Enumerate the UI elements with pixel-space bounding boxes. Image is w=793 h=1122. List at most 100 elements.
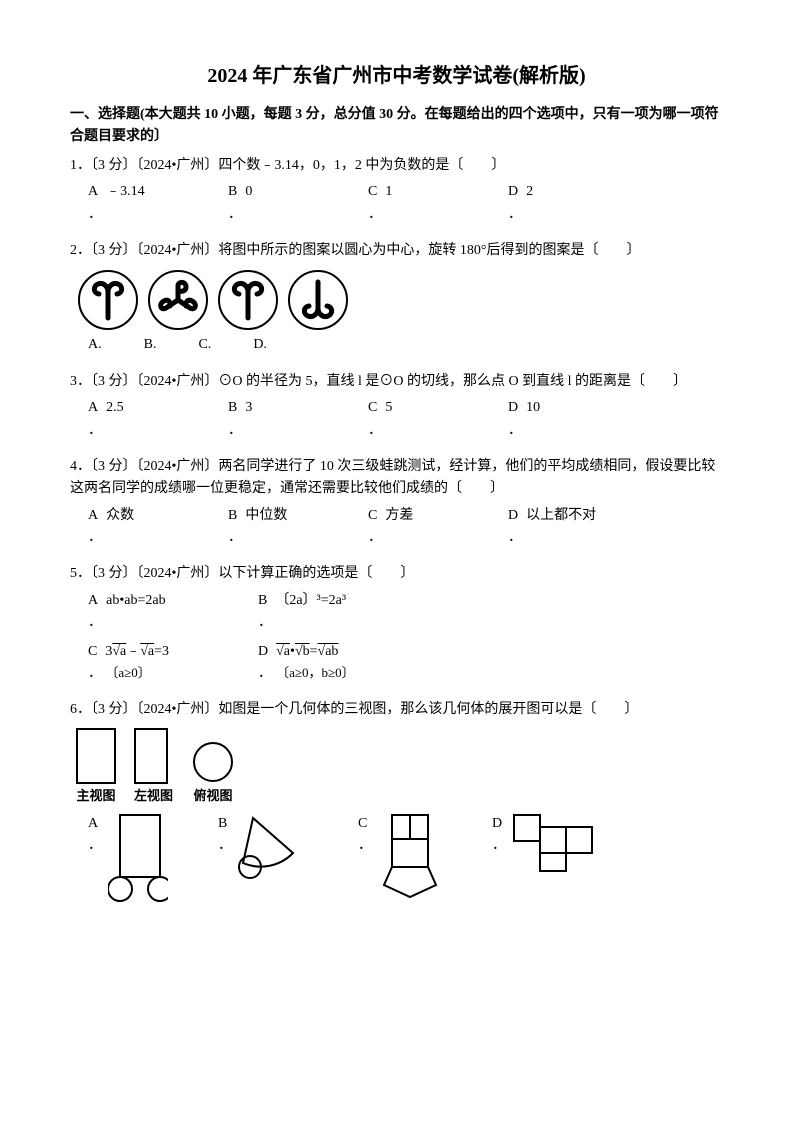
q5-b-value: 〔2a〕³=2a³ <box>275 590 346 612</box>
q4-c-value: 方差 <box>385 505 413 527</box>
opt-letter: A <box>88 590 98 612</box>
q4-opt-b: B． 中位数 <box>228 505 328 550</box>
q3-opt-a: A． 2.5 <box>88 397 188 442</box>
q6-views: 主视图 左视图 俯视图 <box>76 728 723 807</box>
q6-opt-b: B． <box>218 813 308 883</box>
q4-a-value: 众数 <box>106 505 134 527</box>
q2-labels: A. B. C. D. <box>88 334 723 356</box>
net-d-icon <box>512 813 602 873</box>
q1-d-value: 2 <box>526 181 533 203</box>
opt-letter: D <box>492 813 506 835</box>
opt-letter: D <box>508 181 518 203</box>
q6-opt-c: C． <box>358 813 442 903</box>
q3-b-value: 3 <box>245 397 252 419</box>
opt-letter: A <box>88 397 98 419</box>
opt-letter: A <box>88 181 98 203</box>
aries-up-icon <box>226 278 270 322</box>
opt-letter: C <box>358 813 372 835</box>
opt-dot: ． <box>508 204 526 226</box>
q3-options: A． 2.5 B． 3 C． 5 D． 10 <box>88 397 723 442</box>
page-title: 2024 年广东省广州市中考数学试卷(解析版) <box>70 60 723 92</box>
opt-letter: C <box>368 181 377 203</box>
q5-c-value: 3√a﹣√a=3 <box>105 644 169 659</box>
opt-letter: C <box>368 505 377 527</box>
q1-b-value: 0 <box>245 181 252 203</box>
q5-options-row1: A． ab•ab=2ab B． 〔2a〕³=2a³ <box>88 590 723 635</box>
opt-letter: A <box>88 813 102 835</box>
q1-c-value: 1 <box>385 181 392 203</box>
q6-opt-d: D． <box>492 813 602 873</box>
aries-down-icon <box>296 278 340 322</box>
opt-letter: B <box>228 397 237 419</box>
q3-a-value: 2.5 <box>106 397 124 419</box>
opt-dot: ． <box>258 612 275 634</box>
question-3: 3．〔3 分〕〔2024•广州〕⊙O 的半径为 5，直线 l 是⊙O 的切线，那… <box>70 371 723 442</box>
opt-letter: B <box>228 181 237 203</box>
q5-opt-a: A． ab•ab=2ab <box>88 590 218 635</box>
opt-letter: B <box>258 590 267 612</box>
opt-dot: ． <box>368 527 385 549</box>
opt-dot: ． <box>88 663 105 685</box>
q4-options: A． 众数 B． 中位数 C． 方差 D． 以上都不对 <box>88 505 723 550</box>
q5-d-value: √a•√b=√ab <box>276 644 338 659</box>
q6-options: A． B． C． D． <box>88 813 723 903</box>
opt-dot: ． <box>368 204 385 226</box>
opt-dot: ． <box>88 420 106 442</box>
q4-b-value: 中位数 <box>245 505 287 527</box>
net-c-icon <box>378 813 442 903</box>
q1-options: A ． ﹣3.14 B ． 0 C ． 1 D ． 2 <box>88 181 723 226</box>
q1-opt-b: B ． 0 <box>228 181 328 226</box>
q2-label-b: B. <box>144 334 157 356</box>
q1-opt-d: D ． 2 <box>508 181 608 226</box>
q2-label-d: D. <box>253 334 267 356</box>
q6-text: 6．〔3 分〕〔2024•广州〕如图是一个几何体的三视图，那么该几何体的展开图可… <box>70 699 723 721</box>
opt-dot: ． <box>228 204 245 226</box>
opt-letter: B <box>218 813 232 835</box>
question-2: 2．〔3 分〕〔2024•广州〕将图中所示的图案以圆心为中心，旋转 180°后得… <box>70 240 723 357</box>
front-view: 主视图 <box>76 728 116 807</box>
q5-c-note: 〔a≥0〕 <box>105 665 150 680</box>
question-6: 6．〔3 分〕〔2024•广州〕如图是一个几何体的三视图，那么该几何体的展开图可… <box>70 699 723 902</box>
opt-dot: ． <box>368 420 385 442</box>
q3-opt-d: D． 10 <box>508 397 608 442</box>
opt-letter: B <box>228 505 237 527</box>
opt-dot: ． <box>492 835 506 857</box>
opt-dot: ． <box>228 527 245 549</box>
q2-fig-d <box>288 270 348 330</box>
net-a-icon <box>108 813 168 903</box>
q6-opt-a: A． <box>88 813 168 903</box>
opt-dot: ． <box>88 612 106 634</box>
q5-opt-d: D． √a•√b=√ab 〔a≥0，b≥0〕 <box>258 641 358 686</box>
q2-fig-b <box>148 270 208 330</box>
q3-opt-c: C． 5 <box>368 397 468 442</box>
q5-a-value: ab•ab=2ab <box>106 590 165 612</box>
q2-label-a: A. <box>88 334 102 356</box>
opt-dot: ． <box>88 835 102 857</box>
question-1: 1．〔3 分〕〔2024•广州〕四个数﹣3.14，0，1，2 中为负数的是〔 〕… <box>70 155 723 226</box>
q4-d-value: 以上都不对 <box>526 505 596 527</box>
q1-a-value: ﹣3.14 <box>106 181 145 203</box>
q3-c-value: 5 <box>385 397 392 419</box>
q4-opt-c: C． 方差 <box>368 505 468 550</box>
q1-opt-c: C ． 1 <box>368 181 468 226</box>
opt-dot: ． <box>88 527 106 549</box>
circle-icon <box>191 740 235 784</box>
q5-opt-b: B． 〔2a〕³=2a³ <box>258 590 358 635</box>
opt-letter: D <box>508 505 518 527</box>
q2-figures <box>78 270 723 330</box>
q3-opt-b: B． 3 <box>228 397 328 442</box>
question-5: 5．〔3 分〕〔2024•广州〕以下计算正确的选项是〔 〕 A． ab•ab=2… <box>70 563 723 685</box>
q4-opt-d: D． 以上都不对 <box>508 505 608 550</box>
top-view-label: 俯视图 <box>191 786 235 807</box>
question-4: 4．〔3 分〕〔2024•广州〕两名同学进行了 10 次三级蛙跳测试，经计算，他… <box>70 456 723 550</box>
opt-dot: ． <box>358 835 372 857</box>
front-view-box <box>76 728 116 784</box>
q2-text: 2．〔3 分〕〔2024•广州〕将图中所示的图案以圆心为中心，旋转 180°后得… <box>70 240 723 262</box>
q5-opt-c: C． 3√a﹣√a=3 〔a≥0〕 <box>88 641 218 686</box>
opt-letter: D <box>508 397 518 419</box>
section-1-header: 一、选择题(本大题共 10 小题，每题 3 分，总分值 30 分。在每题给出的四… <box>70 104 723 149</box>
q2-label-c: C. <box>198 334 211 356</box>
opt-dot: ． <box>258 663 276 685</box>
opt-dot: ． <box>228 420 245 442</box>
opt-letter: A <box>88 505 98 527</box>
